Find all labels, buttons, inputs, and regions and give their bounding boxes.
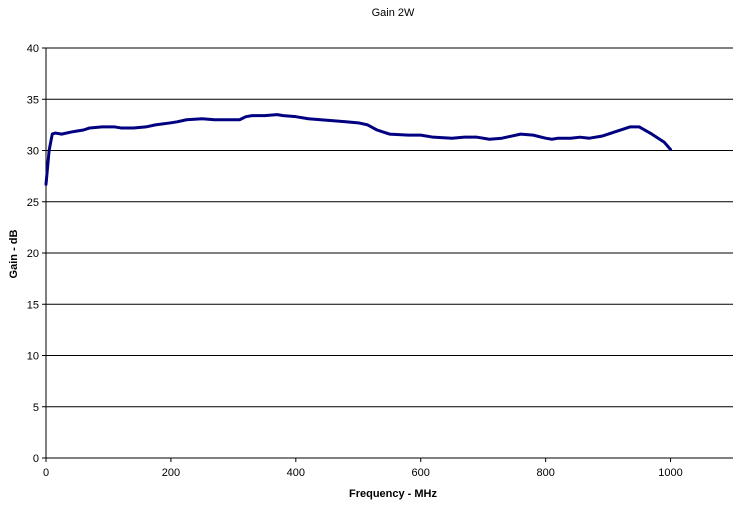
y-tick-label: 40 [27,43,39,55]
y-tick-label: 20 [27,248,39,260]
y-tick-label: 0 [33,453,39,465]
x-tick-label: 200 [162,467,180,479]
y-tick-label: 15 [27,299,39,311]
x-tick-label: 0 [43,467,49,479]
x-tick-label: 400 [287,467,305,479]
y-tick-label: 35 [27,94,39,106]
y-tick-label: 25 [27,197,39,209]
y-tick-label: 10 [27,351,39,363]
y-axis-title: Gain - dB [8,230,20,279]
y-tick-label: 5 [33,402,39,414]
y-tick-label: 30 [27,146,39,158]
x-tick-label: 600 [412,467,430,479]
x-axis-title: Frequency - MHz [349,488,438,500]
series-line-0 [44,113,673,186]
chart-title: Gain 2W [372,7,415,19]
series-layer [44,113,673,186]
axes [42,47,733,462]
x-tick-label: 1000 [658,467,682,479]
x-tick-label: 800 [536,467,554,479]
grid-lines [46,47,733,408]
